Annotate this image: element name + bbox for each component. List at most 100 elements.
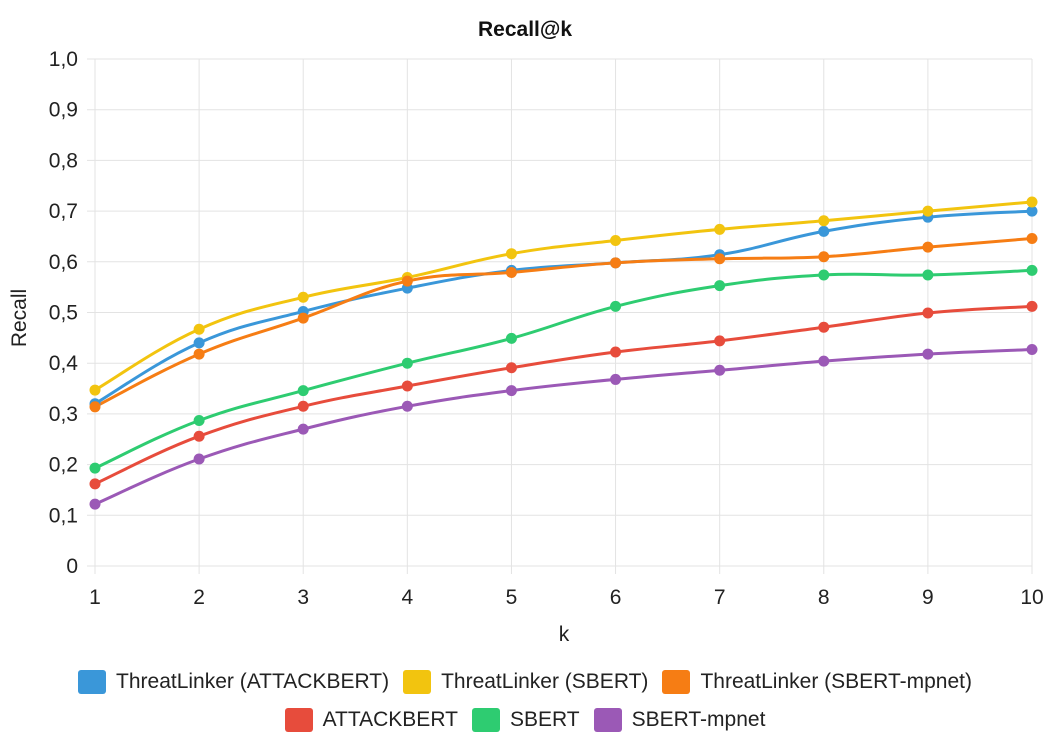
data-point	[505, 266, 517, 278]
data-point	[89, 478, 101, 490]
data-point	[193, 348, 205, 360]
x-tick-label: 6	[610, 586, 622, 609]
x-tick-label: 5	[506, 586, 518, 609]
y-tick-label: 0,9	[49, 99, 78, 122]
data-point	[401, 380, 413, 392]
data-point	[818, 321, 830, 333]
data-point	[922, 269, 934, 281]
x-tick-label: 8	[818, 586, 830, 609]
x-tick-label: 2	[193, 586, 205, 609]
data-point	[505, 248, 517, 260]
data-point	[714, 335, 726, 347]
chart-title: Recall@k	[478, 18, 572, 41]
data-point	[89, 401, 101, 413]
legend-swatch	[662, 670, 691, 694]
y-tick-label: 0,7	[49, 200, 78, 223]
data-point	[193, 323, 205, 335]
data-point	[922, 348, 934, 360]
legend-swatch	[471, 708, 500, 732]
legend-label: SBERT	[509, 708, 580, 731]
data-point	[922, 205, 934, 217]
legend-item[interactable]: ThreatLinker (ATTACKBERT)	[78, 670, 389, 694]
data-point	[1026, 300, 1038, 312]
data-point	[1026, 205, 1038, 217]
data-point	[297, 312, 309, 324]
series-line	[94, 209, 1033, 406]
data-point	[922, 241, 934, 253]
y-tick-label: 0,6	[49, 251, 78, 274]
x-tick-label: 4	[401, 586, 413, 609]
data-point	[297, 385, 309, 397]
y-axis-label: Recall	[8, 289, 31, 347]
legend-item[interactable]: SBERT-mpnet	[593, 708, 766, 732]
legend-item[interactable]: ThreatLinker (SBERT)	[403, 670, 648, 694]
data-point	[714, 253, 726, 265]
x-axis-ticks: 1 2 3 4 5 6 7 8 9 10	[89, 586, 1044, 609]
data-point	[297, 291, 309, 303]
data-point	[818, 251, 830, 263]
data-point	[193, 453, 205, 465]
data-point	[610, 235, 622, 247]
x-tick-label: 1	[89, 586, 101, 609]
legend-item[interactable]: SBERT	[471, 708, 580, 732]
x-axis-label: k	[559, 623, 570, 646]
legend-swatch	[78, 670, 107, 694]
y-tick-label: 0,2	[49, 454, 78, 477]
data-point	[401, 275, 413, 287]
series-line	[94, 236, 1033, 409]
data-point	[1026, 344, 1038, 356]
data-point	[818, 225, 830, 237]
series-line	[94, 348, 1033, 506]
x-tick-label: 7	[714, 586, 726, 609]
data-point	[505, 385, 517, 397]
legend-label: ATTACKBERT	[322, 708, 458, 731]
legend-swatch	[403, 670, 432, 694]
data-point	[505, 332, 517, 344]
data-point	[89, 384, 101, 396]
legend-row: ATTACKBERT SBERT SBERT-mpnet	[0, 708, 1050, 732]
y-tick-label: 0,8	[49, 149, 78, 172]
series-line	[94, 200, 1033, 392]
x-tick-label: 3	[297, 586, 309, 609]
data-point	[1026, 196, 1038, 208]
x-tick-label: 10	[1020, 586, 1043, 609]
legend-item[interactable]: ThreatLinker (SBERT-mpnet)	[662, 670, 972, 694]
recall-chart: Recall@k 0 0,1 0,2 0,3 0,4 0,5 0,6 0,7 0,8 0,9 1,0…	[8, 18, 1044, 646]
data-point	[401, 357, 413, 369]
data-point	[922, 307, 934, 319]
legend-label: SBERT-mpnet	[631, 708, 766, 731]
y-axis-ticks: 0 0,1 0,2 0,3 0,4 0,5 0,6 0,7 0,8 0,9 1,0	[49, 48, 79, 578]
data-point	[193, 430, 205, 442]
legend-swatch	[284, 708, 313, 732]
data-point	[401, 400, 413, 412]
data-point	[505, 362, 517, 374]
data-point	[610, 300, 622, 312]
data-point	[818, 355, 830, 367]
data-point	[818, 215, 830, 227]
data-point	[193, 337, 205, 349]
data-point	[610, 346, 622, 358]
series-lines	[94, 200, 1033, 506]
y-tick-label: 0,5	[49, 302, 78, 325]
y-tick-label: 0,3	[49, 403, 78, 426]
data-point	[89, 498, 101, 510]
y-tick-label: 0,1	[49, 504, 78, 527]
legend-label: ThreatLinker (ATTACKBERT)	[116, 670, 390, 693]
data-point	[193, 414, 205, 426]
data-point	[297, 400, 309, 412]
y-tick-label: 1,0	[49, 48, 78, 71]
data-point	[1026, 232, 1038, 244]
data-point	[610, 257, 622, 269]
data-point	[297, 423, 309, 435]
y-tick-label: 0	[66, 555, 78, 578]
legend-label: ThreatLinker (SBERT)	[441, 670, 649, 693]
y-tick-label: 0,4	[49, 352, 79, 375]
data-point	[714, 223, 726, 235]
data-point	[610, 373, 622, 385]
x-tick-label: 9	[922, 586, 934, 609]
legend-item[interactable]: ATTACKBERT	[284, 708, 458, 732]
legend-row: ThreatLinker (ATTACKBERT) ThreatLinker (S…	[0, 670, 1050, 694]
series-line	[94, 304, 1033, 486]
series-line	[94, 268, 1033, 470]
data-point	[818, 269, 830, 281]
